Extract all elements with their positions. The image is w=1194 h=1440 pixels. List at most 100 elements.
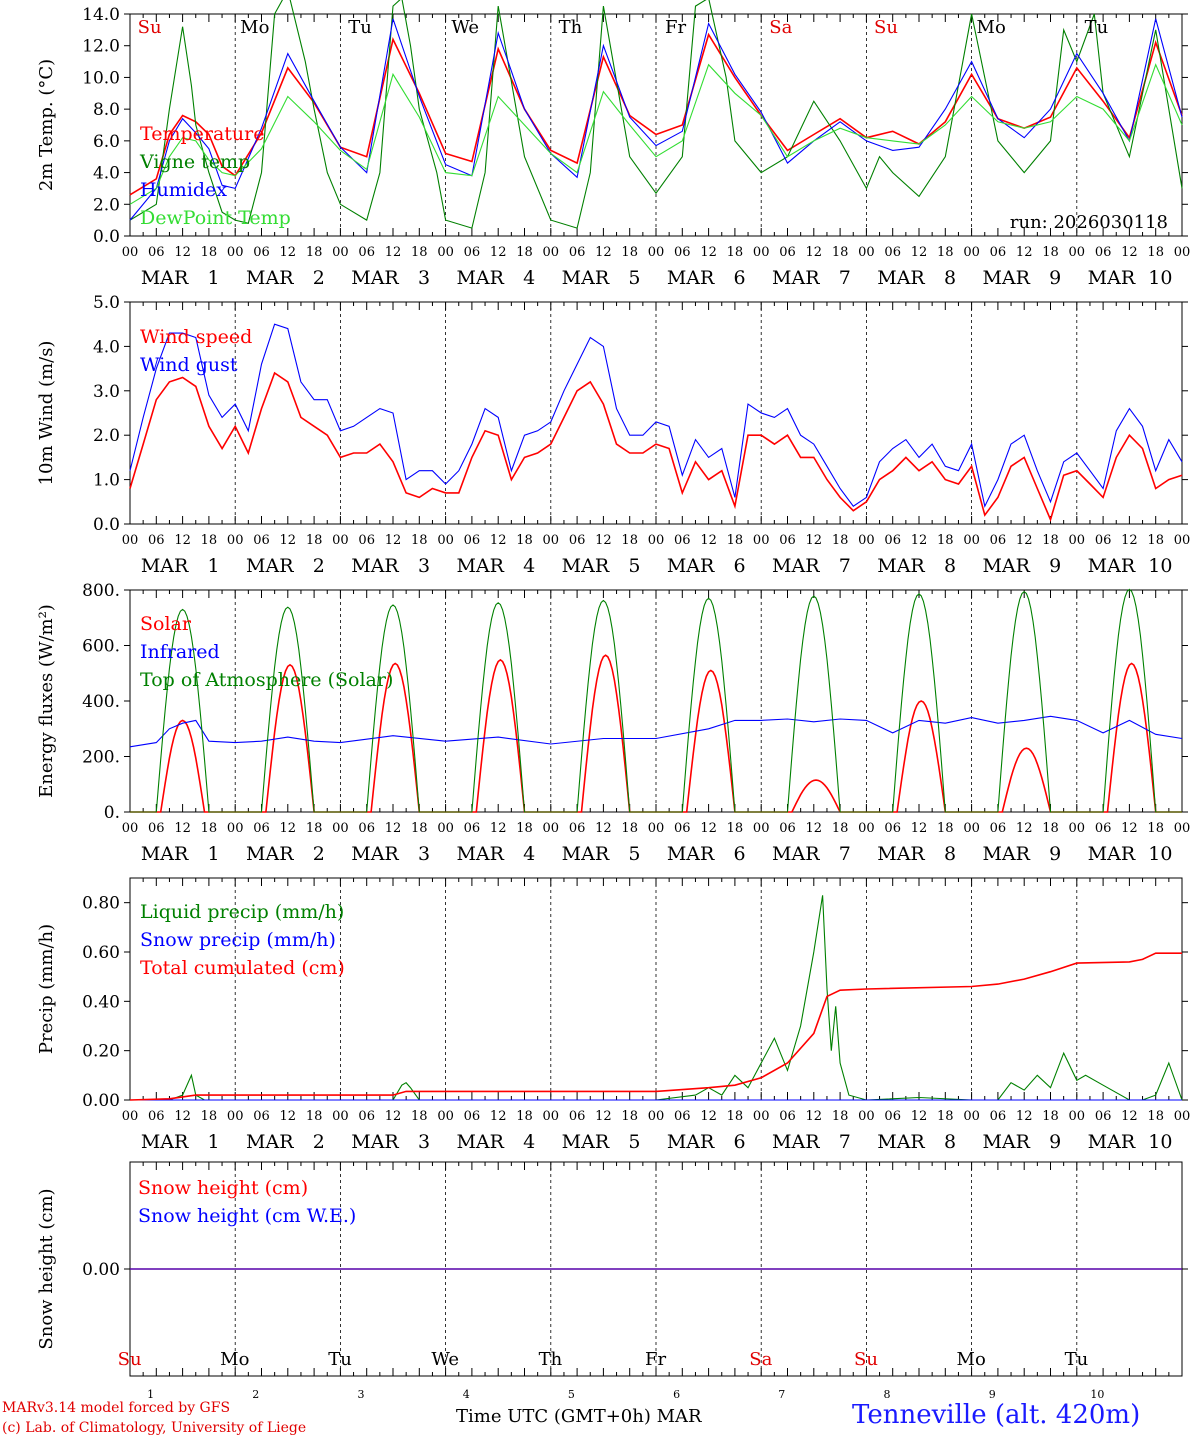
day-number-label: 6 (734, 843, 746, 865)
hour-tick-label: 06 (990, 533, 1007, 548)
y-tick-label: 12.0 (82, 37, 120, 57)
weekday-label-bottom: Sa (749, 1349, 772, 1370)
month-label: MAR (877, 843, 925, 865)
hour-tick-label: 00 (332, 533, 349, 548)
day-number-label: 2 (313, 1131, 325, 1153)
hour-tick-label: 18 (1147, 1109, 1164, 1124)
weekday-label-bottom: Fr (645, 1349, 666, 1370)
month-label: MAR (141, 555, 189, 577)
month-label: MAR (982, 555, 1030, 577)
hour-tick-label: 12 (806, 533, 823, 548)
day-number-small: 10 (1090, 1388, 1104, 1401)
y-tick-label: 200. (82, 748, 120, 768)
hour-tick-label: 00 (858, 821, 875, 836)
legend-entry: Snow height (cm) (138, 1177, 308, 1199)
hour-tick-label: 12 (806, 1109, 823, 1124)
hour-tick-label: 12 (174, 821, 191, 836)
day-number-small: 9 (989, 1388, 996, 1401)
legend-entry: Wind speed (140, 326, 252, 348)
hour-tick-label: 18 (201, 245, 218, 260)
hour-tick-label: 00 (1069, 1109, 1086, 1124)
day-number-label: 1 (208, 555, 220, 577)
month-label: MAR (456, 1131, 504, 1153)
hour-tick-label: 18 (621, 1109, 638, 1124)
hour-tick-label: 06 (884, 1109, 901, 1124)
month-label: MAR (1088, 267, 1136, 289)
hour-tick-label: 12 (385, 245, 402, 260)
weekday-label-top: Tu (348, 17, 372, 38)
month-label: MAR (772, 267, 820, 289)
day-number-small: 2 (252, 1388, 259, 1401)
hour-tick-label: 18 (1042, 1109, 1059, 1124)
hour-tick-label: 18 (727, 533, 744, 548)
day-number-label: 2 (313, 843, 325, 865)
weekday-label-top: Su (138, 17, 162, 38)
hour-tick-label: 12 (1016, 245, 1033, 260)
hour-tick-label: 00 (648, 245, 665, 260)
y-tick-label: 10.0 (82, 68, 120, 88)
day-number-label: 7 (839, 1131, 851, 1153)
weekday-label-bottom: Su (118, 1349, 142, 1370)
y-tick-label: 5.0 (93, 293, 120, 313)
hour-tick-label: 18 (727, 245, 744, 260)
day-number-label: 9 (1049, 555, 1061, 577)
month-label: MAR (562, 555, 610, 577)
month-label: MAR (141, 267, 189, 289)
legend-entry: Snow height (cm W.E.) (138, 1205, 356, 1227)
hour-tick-label: 12 (490, 821, 507, 836)
hour-tick-label: 00 (437, 245, 454, 260)
hour-tick-label: 00 (122, 821, 139, 836)
month-label: MAR (1088, 1131, 1136, 1153)
weekday-label-bottom: Mo (957, 1349, 986, 1370)
hour-tick-label: 12 (1016, 821, 1033, 836)
weekday-label-bottom: We (431, 1349, 459, 1370)
y-axis-title: 2m Temp. (°C) (36, 59, 57, 191)
weekday-label-top: We (451, 17, 479, 38)
month-label: MAR (1088, 555, 1136, 577)
series-line (129, 32, 1183, 196)
y-tick-label: 0.40 (82, 992, 120, 1012)
hour-tick-label: 00 (753, 533, 770, 548)
hour-tick-label: 00 (1069, 245, 1086, 260)
y-axis-title: Energy fluxes (W/m²) (36, 604, 57, 798)
legend-entry: Humidex (140, 179, 227, 201)
hour-tick-label: 12 (385, 821, 402, 836)
hour-tick-label: 00 (1174, 821, 1191, 836)
hour-tick-label: 00 (437, 821, 454, 836)
hour-tick-label: 18 (306, 821, 323, 836)
day-number-label: 6 (734, 1131, 746, 1153)
y-tick-label: 3.0 (93, 382, 120, 402)
run-label: run: 2026030118 (1010, 212, 1168, 233)
day-number-label: 8 (944, 1131, 956, 1153)
hour-tick-label: 00 (648, 533, 665, 548)
y-tick-label: 0.0 (93, 227, 120, 247)
hour-tick-label: 00 (437, 1109, 454, 1124)
hour-tick-label: 18 (201, 533, 218, 548)
month-label: MAR (141, 843, 189, 865)
hour-tick-label: 12 (174, 245, 191, 260)
hour-tick-label: 12 (280, 1109, 297, 1124)
hour-tick-label: 12 (385, 533, 402, 548)
y-tick-label: 0. (104, 803, 120, 823)
hour-tick-label: 18 (727, 821, 744, 836)
hour-tick-label: 12 (174, 533, 191, 548)
hour-tick-label: 00 (648, 821, 665, 836)
hour-tick-label: 06 (674, 821, 691, 836)
weekday-label-bottom: Th (539, 1349, 563, 1370)
y-tick-label: 0.0 (93, 515, 120, 535)
hour-tick-label: 06 (358, 245, 375, 260)
hour-tick-label: 12 (280, 821, 297, 836)
month-label: MAR (351, 1131, 399, 1153)
series-line (129, 371, 1183, 522)
hour-tick-label: 06 (253, 245, 270, 260)
day-number-label: 9 (1049, 267, 1061, 289)
hour-tick-label: 12 (806, 821, 823, 836)
hour-tick-label: 00 (1069, 533, 1086, 548)
y-tick-label: 4.0 (93, 164, 120, 184)
weekday-label-top: Tu (1085, 17, 1109, 38)
day-number-label: 4 (523, 555, 535, 577)
day-number-label: 6 (734, 555, 746, 577)
hour-tick-label: 12 (700, 533, 717, 548)
month-label: MAR (982, 267, 1030, 289)
